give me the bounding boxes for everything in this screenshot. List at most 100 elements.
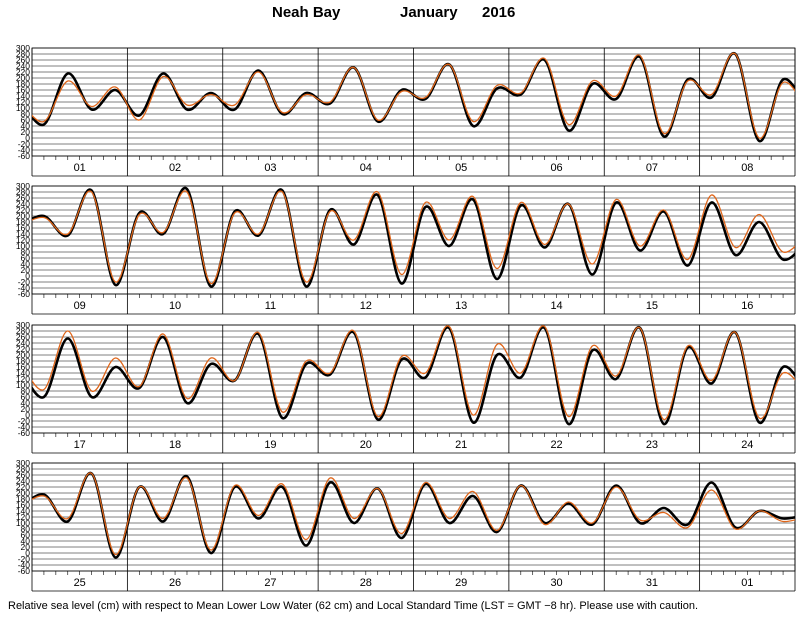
series-predicted — [32, 325, 795, 421]
y-tick-label: 100 — [16, 103, 30, 113]
y-tick-label: 280 — [16, 187, 30, 197]
day-label: 16 — [741, 300, 753, 312]
y-tick-label: 160 — [16, 223, 30, 233]
y-tick-label: 240 — [16, 199, 30, 209]
y-tick-label: 260 — [16, 193, 30, 203]
y-tick-label: -40 — [18, 422, 31, 432]
y-tick-label: 200 — [16, 211, 30, 221]
day-label: 18 — [169, 439, 181, 451]
y-tick-label: 20 — [21, 404, 31, 414]
y-tick-label: -40 — [18, 283, 31, 293]
day-label: 30 — [550, 577, 562, 589]
y-tick-label: 80 — [21, 524, 31, 534]
y-tick-label: 180 — [16, 79, 30, 89]
y-tick-label: 140 — [16, 229, 30, 239]
y-tick-label: 20 — [21, 265, 31, 275]
y-tick-label: 100 — [16, 241, 30, 251]
y-tick-label: 60 — [21, 392, 31, 402]
y-tick-label: 140 — [16, 368, 30, 378]
y-tick-label: 160 — [16, 362, 30, 372]
y-tick-label: -20 — [18, 277, 31, 287]
series-observed — [32, 186, 795, 288]
y-tick-label: 240 — [16, 476, 30, 486]
day-label: 08 — [741, 162, 753, 174]
day-label: 21 — [455, 439, 467, 451]
series-observed — [32, 472, 795, 559]
y-tick-label: 260 — [16, 55, 30, 65]
y-tick-label: 200 — [16, 350, 30, 360]
day-label: 01 — [74, 162, 86, 174]
day-label: 11 — [265, 300, 276, 312]
day-label: 24 — [741, 439, 753, 451]
y-tick-label: 80 — [21, 247, 31, 257]
y-tick-label: 220 — [16, 344, 30, 354]
y-tick-label: 120 — [16, 374, 30, 384]
y-tick-label: 260 — [16, 332, 30, 342]
y-tick-label: -20 — [18, 139, 31, 149]
y-tick-label: -60 — [18, 428, 31, 438]
y-tick-label: 0 — [25, 548, 30, 558]
y-tick-label: 240 — [16, 61, 30, 71]
day-label: 28 — [360, 577, 372, 589]
y-tick-label: 60 — [21, 253, 31, 263]
y-tick-label: 240 — [16, 338, 30, 348]
y-tick-label: 280 — [16, 326, 30, 336]
y-tick-label: 20 — [21, 127, 31, 137]
day-label: 04 — [360, 162, 372, 174]
title-station: Neah Bay — [272, 4, 341, 21]
y-tick-label: 300 — [16, 181, 30, 191]
title-month: January — [400, 4, 458, 21]
y-tick-label: -60 — [18, 566, 31, 576]
day-label: 13 — [455, 300, 467, 312]
day-label: 26 — [169, 577, 181, 589]
title-year: 2016 — [482, 4, 516, 21]
y-tick-label: -40 — [18, 145, 31, 155]
y-tick-label: 260 — [16, 470, 30, 480]
day-label: 03 — [264, 162, 276, 174]
y-tick-label: 60 — [21, 530, 31, 540]
y-tick-label: 40 — [21, 259, 31, 269]
y-tick-label: 160 — [16, 500, 30, 510]
day-label: 15 — [646, 300, 658, 312]
day-label: 19 — [264, 439, 276, 451]
y-tick-label: -40 — [18, 560, 31, 570]
day-label: 31 — [646, 577, 658, 589]
day-label: 06 — [550, 162, 562, 174]
y-tick-label: 200 — [16, 73, 30, 83]
y-tick-label: 180 — [16, 217, 30, 227]
chart-title: Neah Bay January 2016 — [0, 4, 800, 26]
y-tick-label: 220 — [16, 482, 30, 492]
day-label: 10 — [169, 300, 181, 312]
series-predicted — [32, 190, 795, 285]
y-tick-label: 40 — [21, 536, 31, 546]
panel-row-3: 3002802602402202001801601401201008060402… — [16, 320, 796, 454]
y-tick-label: -60 — [18, 151, 31, 161]
panel-row-1: 3002802602402202001801601401201008060402… — [16, 43, 796, 177]
day-label: 09 — [74, 300, 86, 312]
y-tick-label: 100 — [16, 518, 30, 528]
y-tick-label: 120 — [16, 512, 30, 522]
day-label: 07 — [646, 162, 658, 174]
day-label: 23 — [646, 439, 658, 451]
y-tick-label: 280 — [16, 49, 30, 59]
y-tick-label: -20 — [18, 416, 31, 426]
y-tick-label: 20 — [21, 542, 31, 552]
y-tick-label: 200 — [16, 488, 30, 498]
y-tick-label: 180 — [16, 494, 30, 504]
y-tick-label: 60 — [21, 115, 31, 125]
y-tick-label: 40 — [21, 121, 31, 131]
y-tick-label: 120 — [16, 97, 30, 107]
day-label: 20 — [360, 439, 372, 451]
y-tick-label: 40 — [21, 398, 31, 408]
day-label: 01 — [741, 577, 753, 589]
series-observed — [32, 326, 795, 426]
y-tick-label: 120 — [16, 235, 30, 245]
day-label: 25 — [74, 577, 86, 589]
y-tick-label: 160 — [16, 85, 30, 95]
y-tick-label: 140 — [16, 91, 30, 101]
series-predicted — [32, 52, 795, 139]
y-tick-label: 220 — [16, 67, 30, 77]
day-label: 17 — [74, 439, 86, 451]
y-tick-label: 80 — [21, 109, 31, 119]
